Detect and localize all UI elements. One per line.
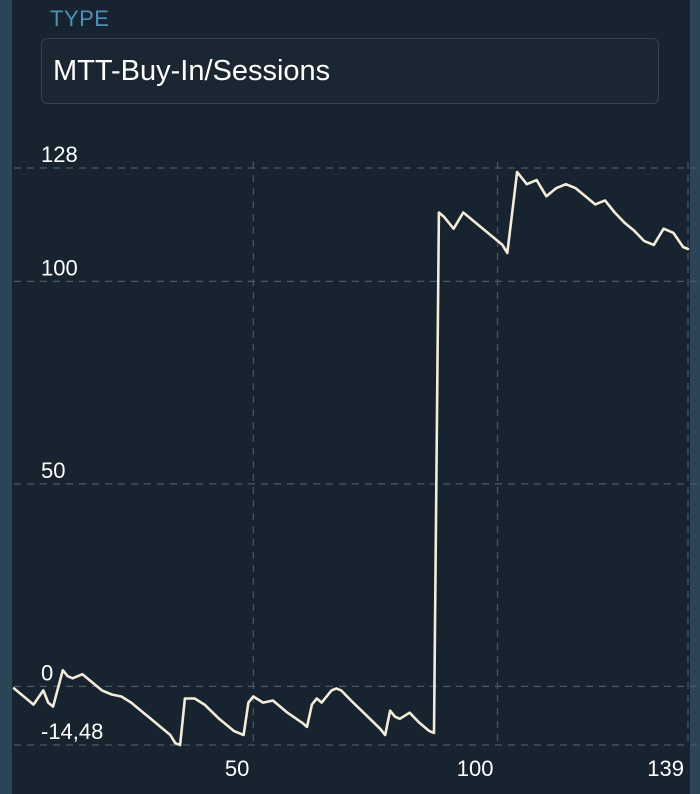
series-line-0 [12,170,690,747]
type-field-label: TYPE [50,6,110,31]
x-tick-label-2: 139 [647,756,684,781]
type-selector[interactable]: MTT-Buy-In/Sessions [41,38,659,104]
y-tick-label-0: 128 [41,142,78,167]
left-edge-strip [0,0,12,794]
x-tick-label-0: 50 [225,756,249,781]
right-edge-strip [690,0,700,794]
y-tick-label-3: 0 [41,660,53,685]
x-tick-label-1: 100 [457,756,494,781]
type-selector-value: MTT-Buy-In/Sessions [53,55,331,87]
chart-panel [12,0,690,794]
y-tick-label-2: 50 [41,458,65,483]
y-tick-label-4: -14,48 [41,719,103,744]
y-tick-label-1: 100 [41,255,78,280]
